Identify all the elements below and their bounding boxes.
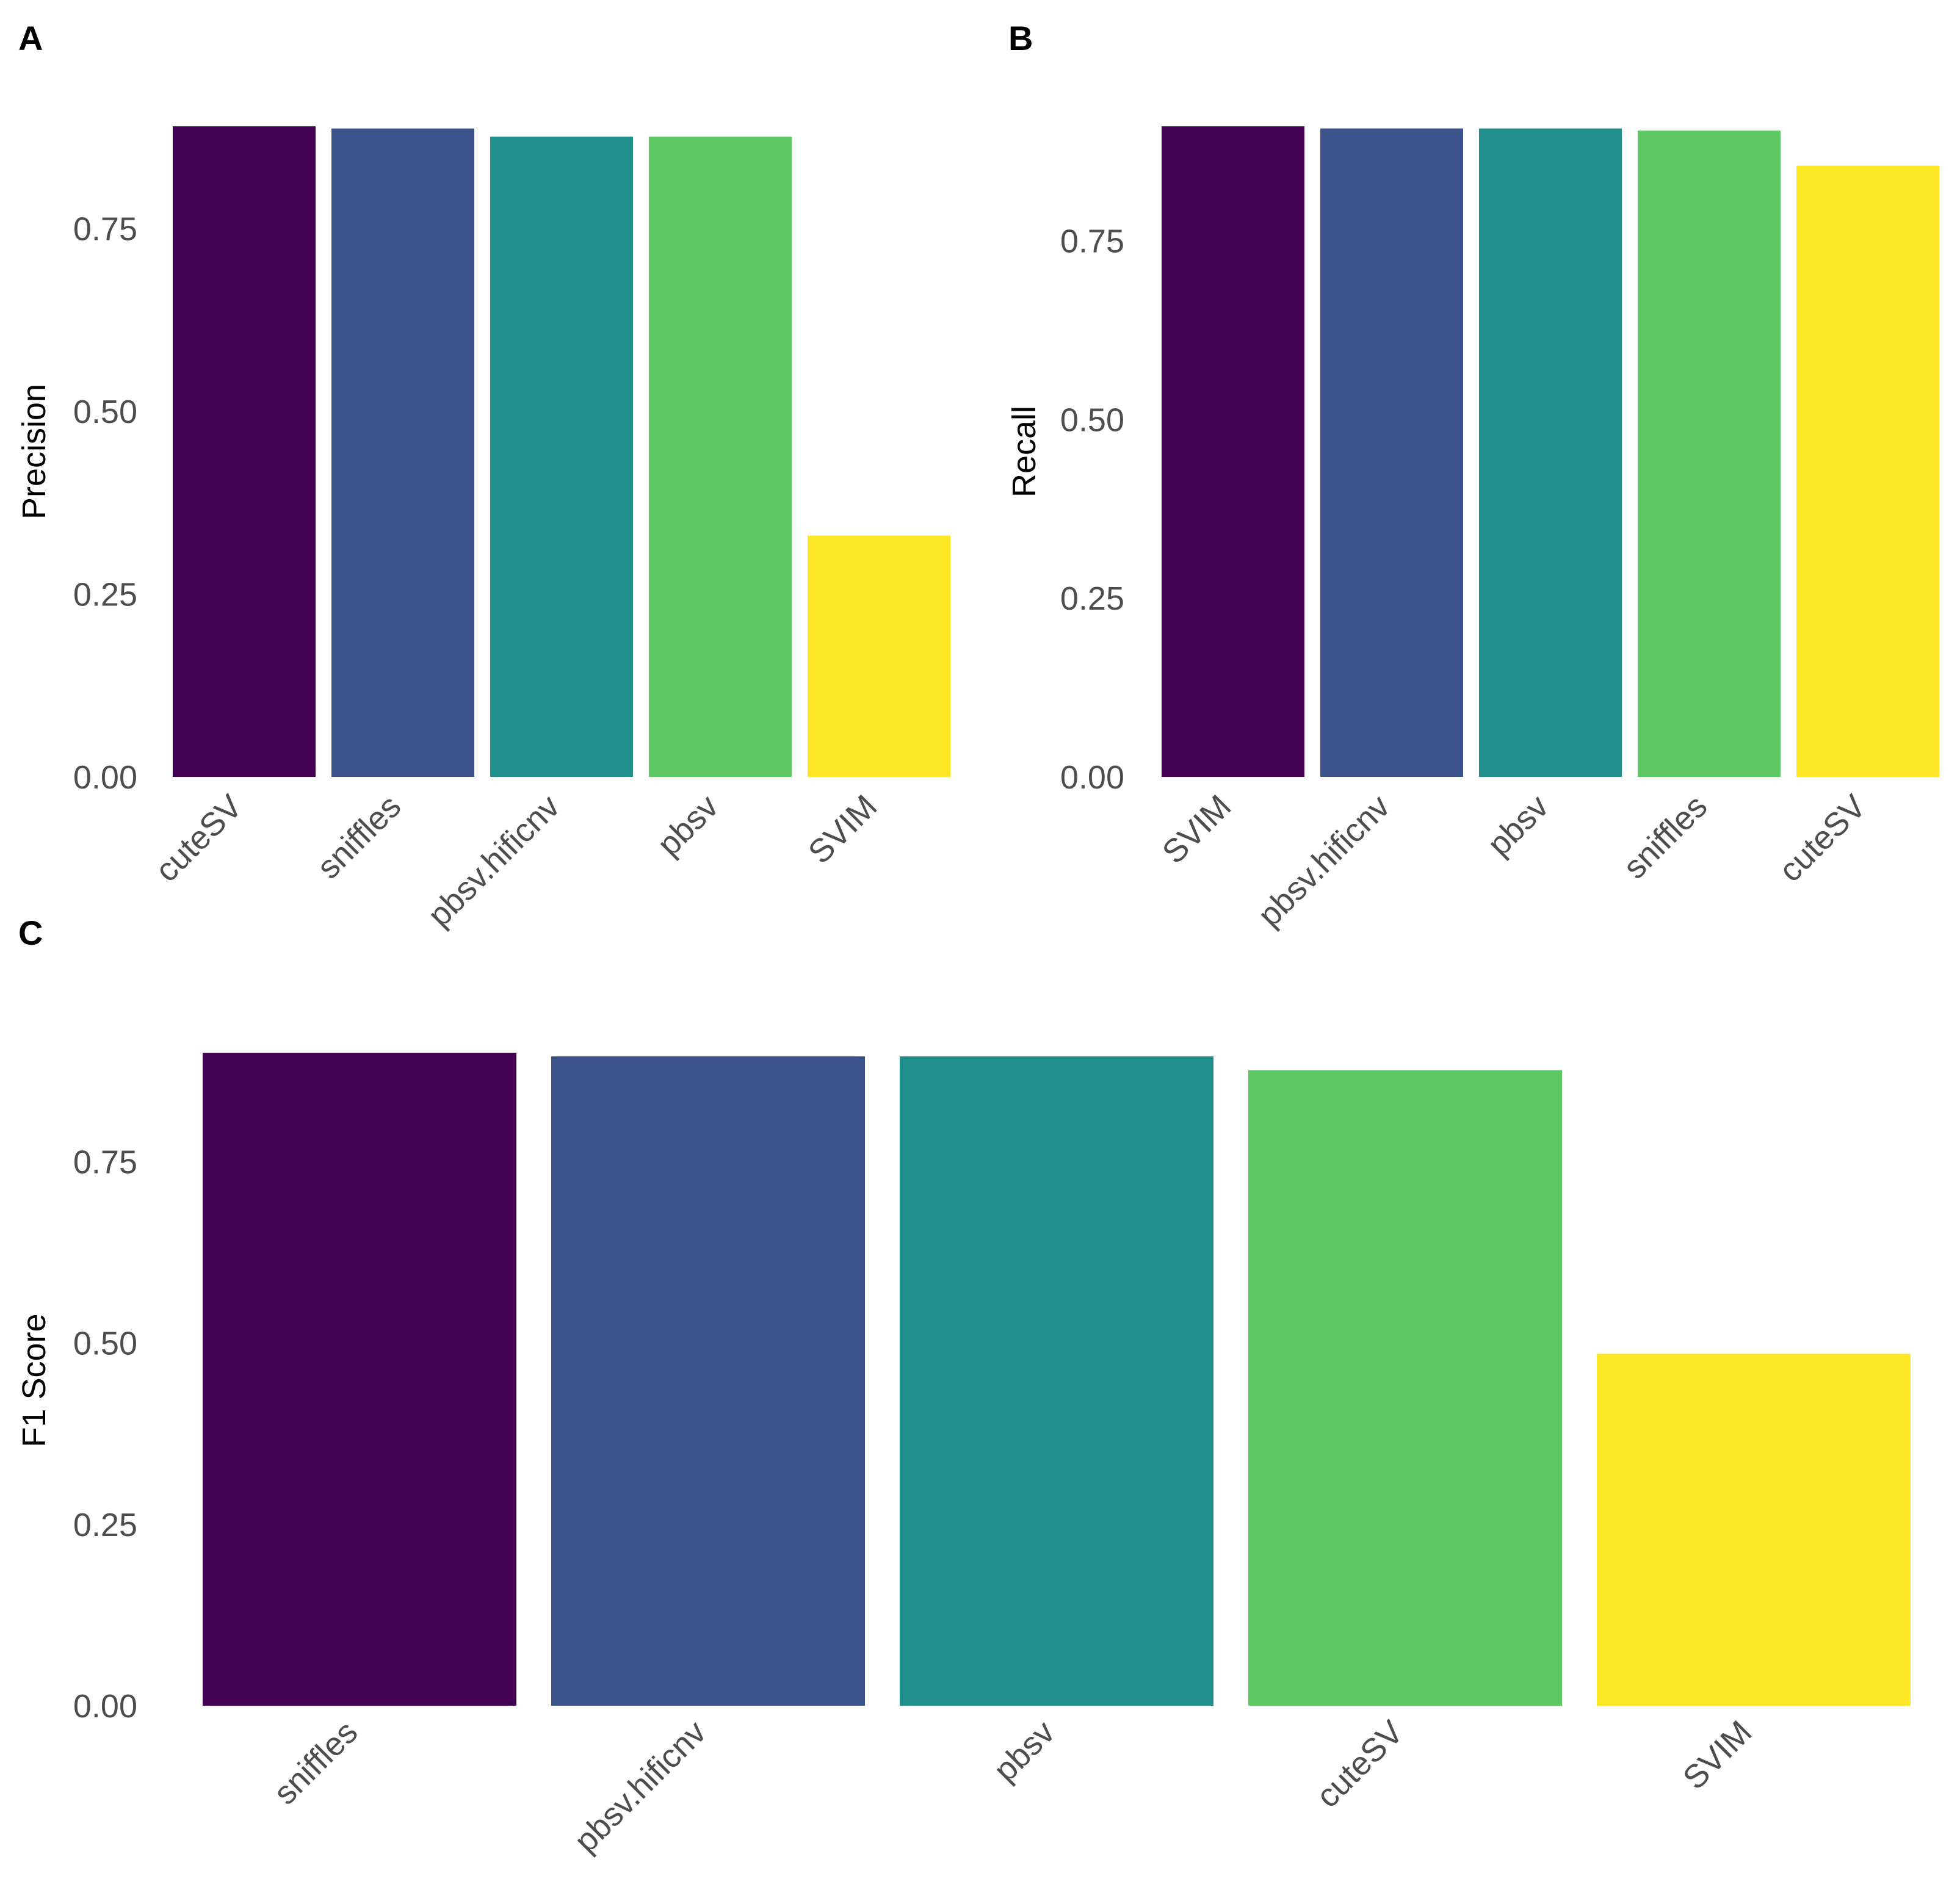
panel-a-y-axis-title: Precision: [16, 384, 52, 519]
panel-b-bar: [1162, 126, 1304, 777]
panel-c-y-tick-label: 0.00: [73, 1688, 137, 1725]
panel-b-bar: [1638, 131, 1781, 777]
panel-a-y-ticks: 0.00 0.25 0.50 0.75: [73, 211, 137, 796]
panel-a-y-tick-label: 0.25: [73, 577, 137, 613]
panel-c-bar: [1248, 1070, 1562, 1706]
panel-c-y-tick-label: 0.50: [73, 1326, 137, 1362]
panel-c-bars: [203, 1053, 1911, 1706]
panel-a-bar: [331, 128, 474, 777]
panel-b-bar: [1479, 128, 1622, 777]
panel-c-y-axis-title: F1 Score: [16, 1313, 52, 1447]
panel-a-y-tick-label: 0.50: [73, 394, 137, 430]
panel-a-bars: [173, 126, 950, 777]
panel-b-y-tick-label: 0.50: [1060, 402, 1124, 438]
panel-a-bar: [808, 535, 950, 777]
panel-a-y-tick-label: 0.75: [73, 211, 137, 248]
panel-c-y-tick-label: 0.25: [73, 1507, 137, 1543]
panel-c-bar: [900, 1056, 1213, 1706]
panel-b-bars: [1162, 126, 1939, 777]
panel-b-y-tick-label: 0.00: [1060, 759, 1124, 796]
panel-letter-c: C: [18, 914, 43, 952]
panel-a-bar: [173, 126, 316, 777]
panel-a-y-tick-label: 0.00: [73, 759, 137, 796]
panel-letter-b: B: [1008, 19, 1033, 57]
panel-c-y-ticks: 0.00 0.25 0.50 0.75: [73, 1144, 137, 1725]
panel-b-y-tick-label: 0.75: [1060, 223, 1124, 259]
panel-b-y-ticks: 0.00 0.25 0.50 0.75: [1060, 223, 1124, 796]
panel-b-y-axis-title: Recall: [1006, 406, 1043, 497]
panel-c-y-tick-label: 0.75: [73, 1144, 137, 1180]
panel-c-bar: [203, 1053, 516, 1706]
panel-a-bar: [649, 136, 792, 777]
panel-c-bar: [551, 1056, 865, 1706]
panel-b-bar: [1320, 128, 1463, 777]
panel-letter-a: A: [18, 19, 43, 57]
panel-a-bar: [490, 136, 633, 777]
panel-c-bar: [1597, 1354, 1911, 1706]
panel-b-bar: [1796, 165, 1939, 777]
panel-b-y-tick-label: 0.25: [1060, 580, 1124, 617]
